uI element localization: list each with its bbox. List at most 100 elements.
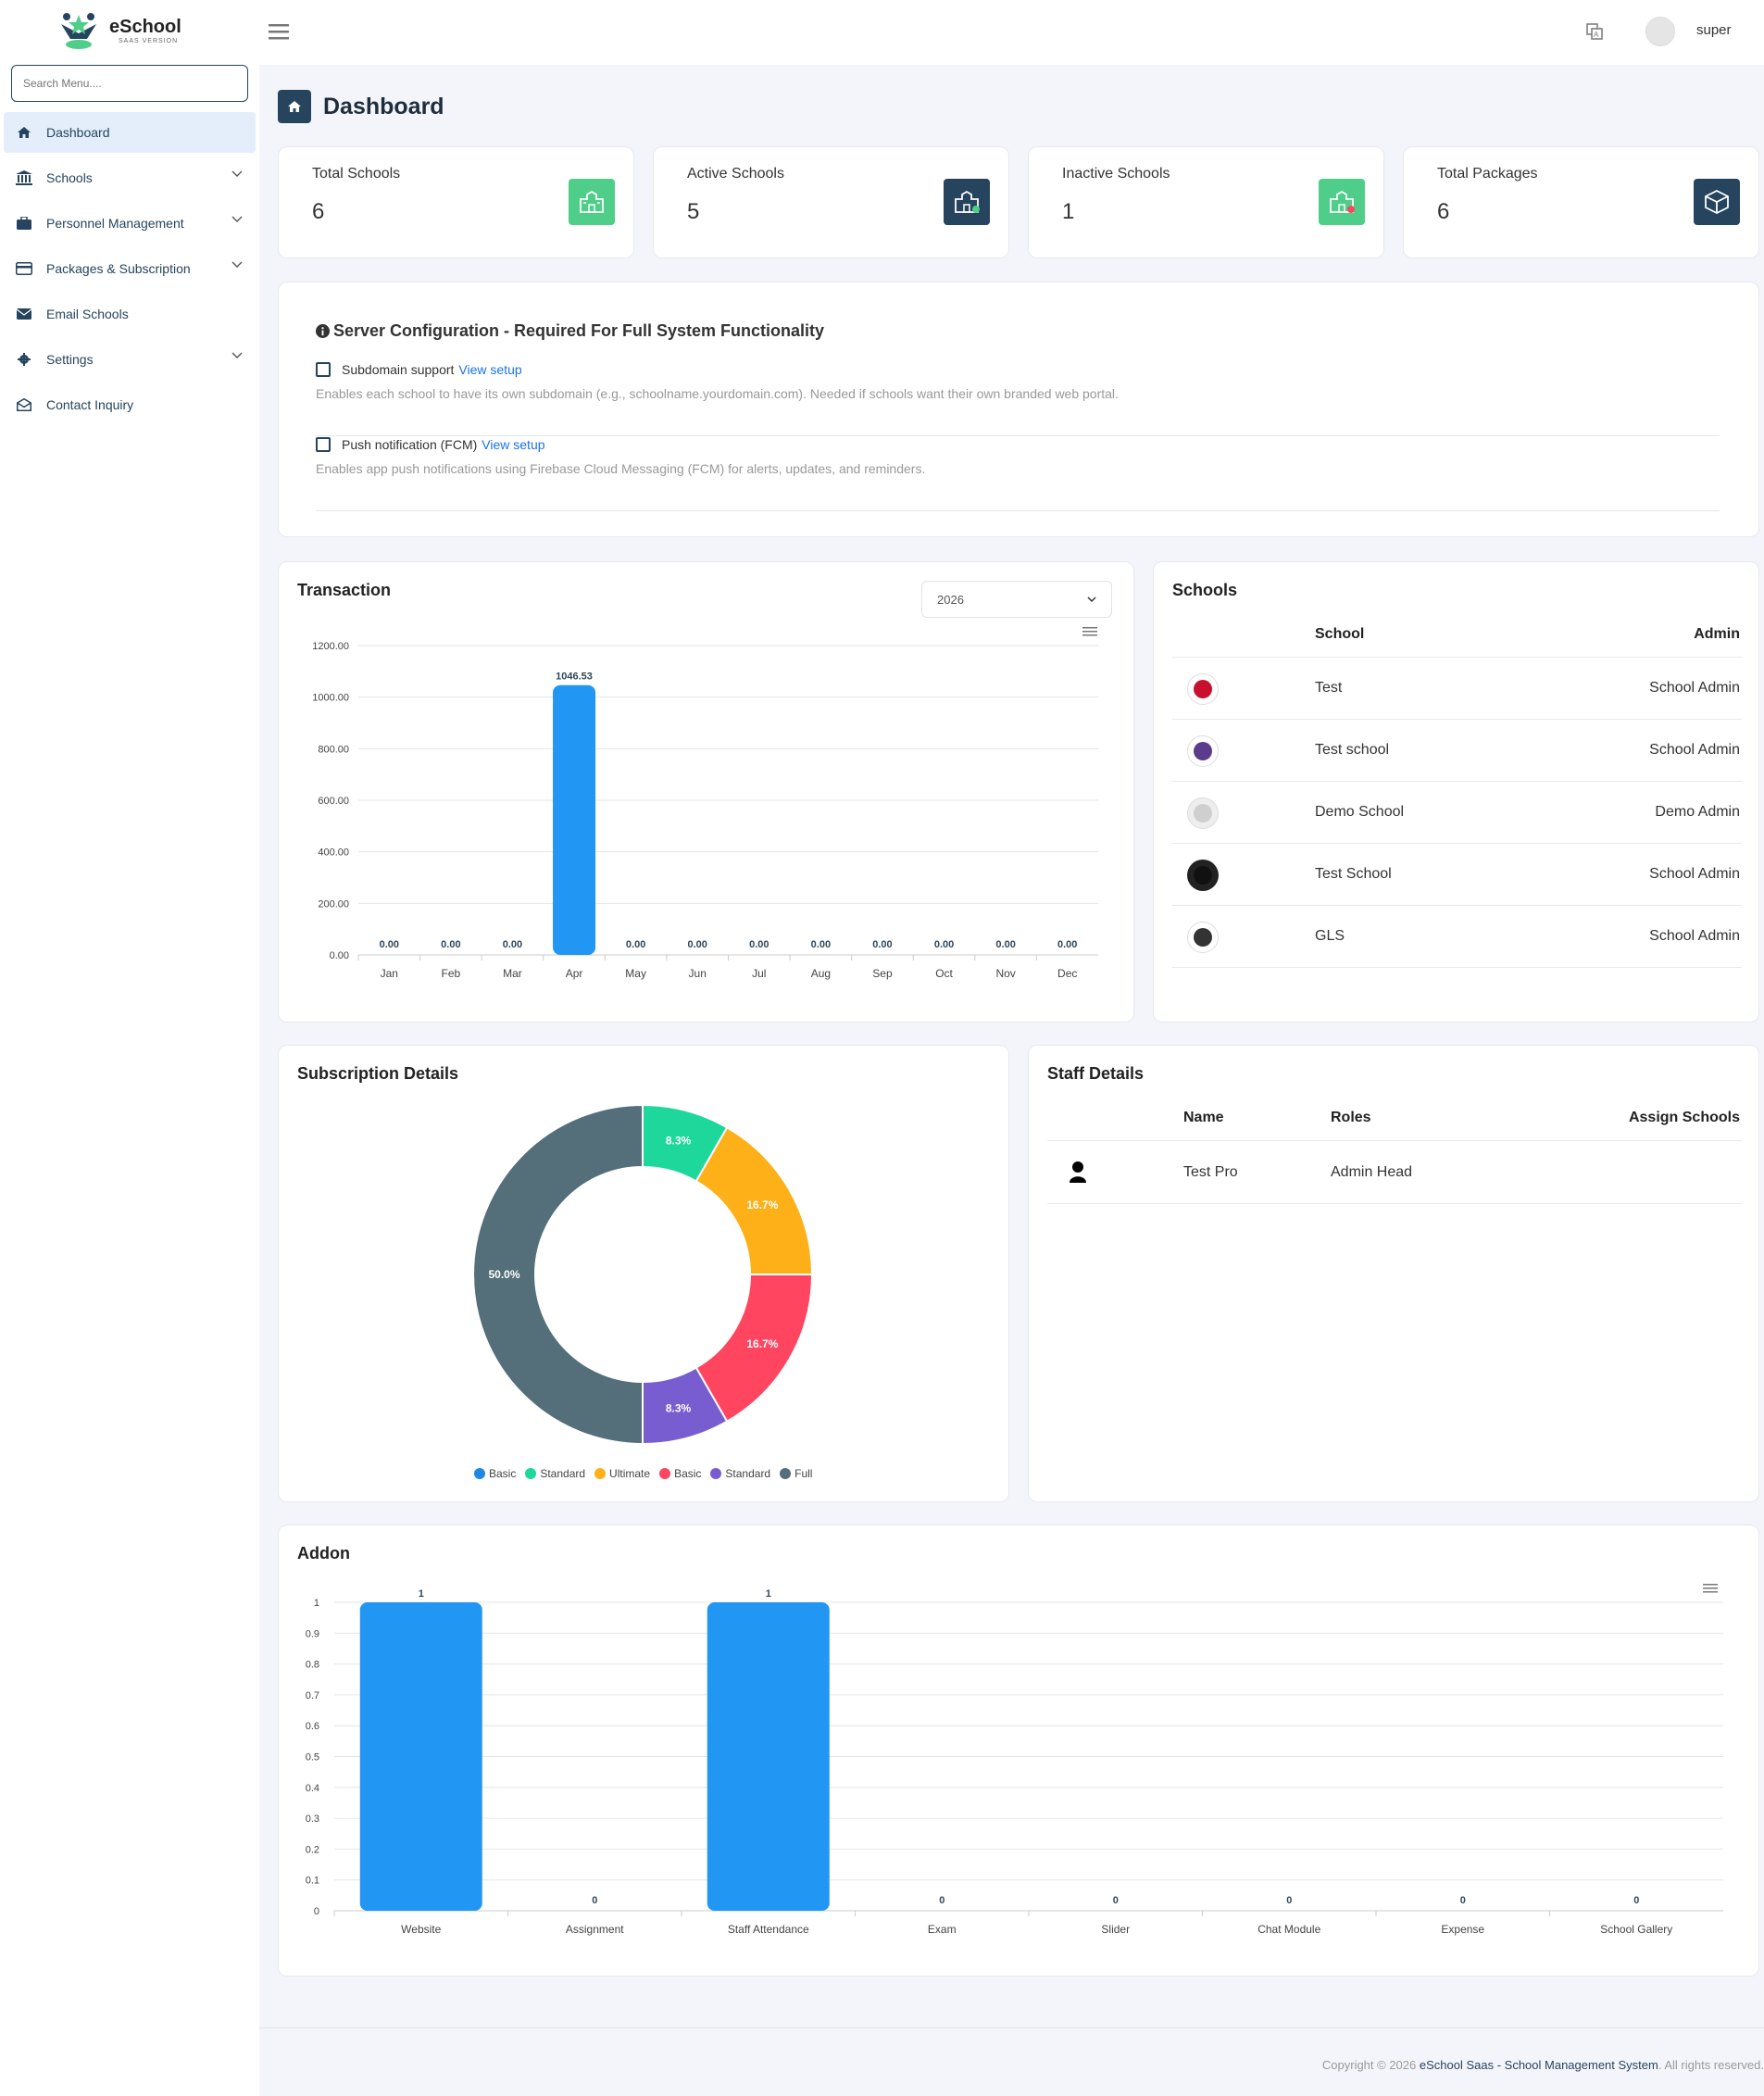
stat-value: 5: [687, 199, 700, 224]
envelope-icon: [15, 307, 33, 321]
sidebar-item-personnel-management[interactable]: Personnel Management: [4, 203, 256, 244]
stat-value: 6: [312, 199, 325, 224]
stat-label: Total Schools: [312, 166, 401, 182]
stat-card-total-packages: Total Packages 6: [1403, 146, 1759, 258]
user-name[interactable]: super: [1696, 22, 1732, 38]
x-tick-label: Dec: [1057, 967, 1077, 980]
sidebar-item-settings[interactable]: Settings: [4, 339, 256, 380]
school-admin: School Admin: [1649, 928, 1740, 944]
transaction-chart: 0.00 200.00 400.00 600.00 800.00 1000.00 1200.…: [312, 641, 1098, 980]
x-tick-label: May: [625, 967, 646, 980]
data-label: 0.00: [749, 939, 769, 950]
addon-title: Addon: [297, 1544, 350, 1563]
config-item-desc: Enables each school to have its own subd…: [316, 386, 1119, 401]
staff-card: Staff Details Name Roles Assign Schools …: [1028, 1045, 1759, 1502]
package-icon: [1694, 179, 1740, 225]
subdomain-view-setup-link[interactable]: View setup: [458, 362, 522, 377]
year-select-value: 2026: [937, 592, 964, 607]
fcm-view-setup-link[interactable]: View setup: [482, 437, 545, 452]
sidebar-item-contact-inquiry[interactable]: Contact Inquiry: [4, 384, 256, 425]
data-label: 0: [1460, 1895, 1466, 1906]
y-tick-label: 400.00: [318, 847, 349, 859]
search-menu-input[interactable]: [11, 65, 248, 102]
legend-item[interactable]: Basic: [659, 1467, 701, 1480]
divider: [1172, 905, 1742, 906]
transaction-title: Transaction: [297, 581, 392, 599]
legend-item[interactable]: Full: [780, 1467, 812, 1480]
y-tick-label: 0.2: [306, 1844, 319, 1855]
gear-icon: [15, 352, 33, 367]
divider: [1172, 843, 1742, 844]
legend-item[interactable]: Standard: [710, 1467, 770, 1480]
data-label: 0.00: [1057, 939, 1077, 950]
app-name: eSchool: [109, 16, 181, 37]
chevron-down-icon: [231, 216, 243, 222]
subdomain-checkbox[interactable]: [316, 362, 331, 377]
roles-column-header: Roles: [1331, 1110, 1371, 1125]
year-select[interactable]: 2026: [921, 581, 1112, 618]
staff-name: Test Pro: [1183, 1164, 1238, 1180]
school-admin: School Admin: [1649, 866, 1740, 882]
legend-item[interactable]: Standard: [525, 1467, 585, 1480]
sidebar-item-label: Packages & Subscription: [46, 261, 191, 276]
sidebar-item-email-schools[interactable]: Email Schools: [4, 294, 256, 334]
envelope-open-icon: [15, 397, 33, 412]
y-tick-label: 1: [314, 1598, 319, 1609]
bar: [707, 1602, 830, 1911]
assign-schools-column-header: Assign Schools: [1628, 1110, 1740, 1125]
school-name: Test School: [1315, 866, 1392, 882]
school-logo: [1187, 860, 1219, 891]
data-label: 0: [592, 1895, 597, 1906]
chart-menu-icon[interactable]: [1082, 626, 1097, 637]
x-tick-label: Mar: [503, 967, 522, 980]
school-admin: School Admin: [1649, 680, 1740, 696]
chart-menu-icon[interactable]: [1703, 1583, 1718, 1594]
config-item-subdomain: Subdomain support View setup Enables each…: [316, 362, 1764, 436]
language-icon[interactable]: A: [1585, 22, 1604, 41]
data-label: 0.00: [872, 939, 892, 950]
y-tick-label: 0.6: [306, 1721, 319, 1732]
y-tick-label: 0.7: [306, 1690, 319, 1701]
x-tick-label: Nov: [995, 967, 1015, 980]
slice-label: 8.3%: [666, 1401, 692, 1414]
x-tick-label: Jul: [752, 967, 766, 980]
fcm-checkbox[interactable]: [316, 437, 331, 452]
config-item-label: Subdomain support: [342, 362, 455, 377]
data-label: 0: [1286, 1895, 1292, 1906]
x-tick-label: Assignment: [566, 1923, 624, 1936]
legend-label: Full: [794, 1467, 813, 1480]
y-tick-label: 0.00: [330, 950, 349, 961]
stat-label: Total Packages: [1437, 166, 1538, 182]
subscription-donut-chart: 8.3% 16.7% 16.7% 8.3% 50.0%: [472, 1103, 814, 1446]
school-admin: School Admin: [1649, 742, 1740, 758]
x-tick-label: Staff Attendance: [728, 1923, 809, 1936]
school-inactive-icon: [1319, 179, 1365, 225]
x-tick-label: Jan: [381, 967, 398, 980]
sidebar-item-schools[interactable]: Schools: [4, 157, 256, 198]
x-tick-label: Website: [401, 1923, 441, 1936]
school-column-header: School: [1315, 626, 1365, 642]
sidebar-item-label: Schools: [46, 170, 93, 185]
data-label: 1046.53: [556, 671, 593, 683]
legend-item[interactable]: Basic: [474, 1467, 516, 1480]
legend-marker: [474, 1468, 485, 1479]
addon-chart: 0 0.1 0.2 0.3 0.4 0.5 0.6 0.7 0.8 0.9 1 1 Website 0 As…: [306, 1588, 1723, 1936]
menu-toggle-icon[interactable]: [269, 22, 289, 41]
app-logo[interactable]: eSchool SAAS VERSION: [57, 11, 181, 50]
footer-brand-link[interactable]: eSchool Saas - School Management System: [1419, 2058, 1658, 2072]
legend-item[interactable]: Ultimate: [594, 1467, 650, 1480]
config-item-label: Push notification (FCM): [342, 437, 478, 452]
x-tick-label: Jun: [689, 967, 707, 980]
legend-marker: [780, 1468, 792, 1479]
divider: [1172, 967, 1742, 968]
sidebar-item-packages-subscription[interactable]: Packages & Subscription: [4, 248, 256, 289]
y-tick-label: 1200.00: [312, 641, 349, 652]
sidebar-item-dashboard[interactable]: Dashboard: [4, 112, 256, 153]
user-icon: [1070, 1161, 1086, 1183]
server-config-card: Server Configuration - Required For Full…: [278, 282, 1759, 537]
x-tick-label: Exam: [928, 1923, 957, 1936]
user-avatar[interactable]: [1645, 17, 1675, 46]
legend-marker: [659, 1468, 671, 1479]
credit-card-icon: [15, 261, 33, 276]
school-admin: Demo Admin: [1655, 804, 1740, 820]
